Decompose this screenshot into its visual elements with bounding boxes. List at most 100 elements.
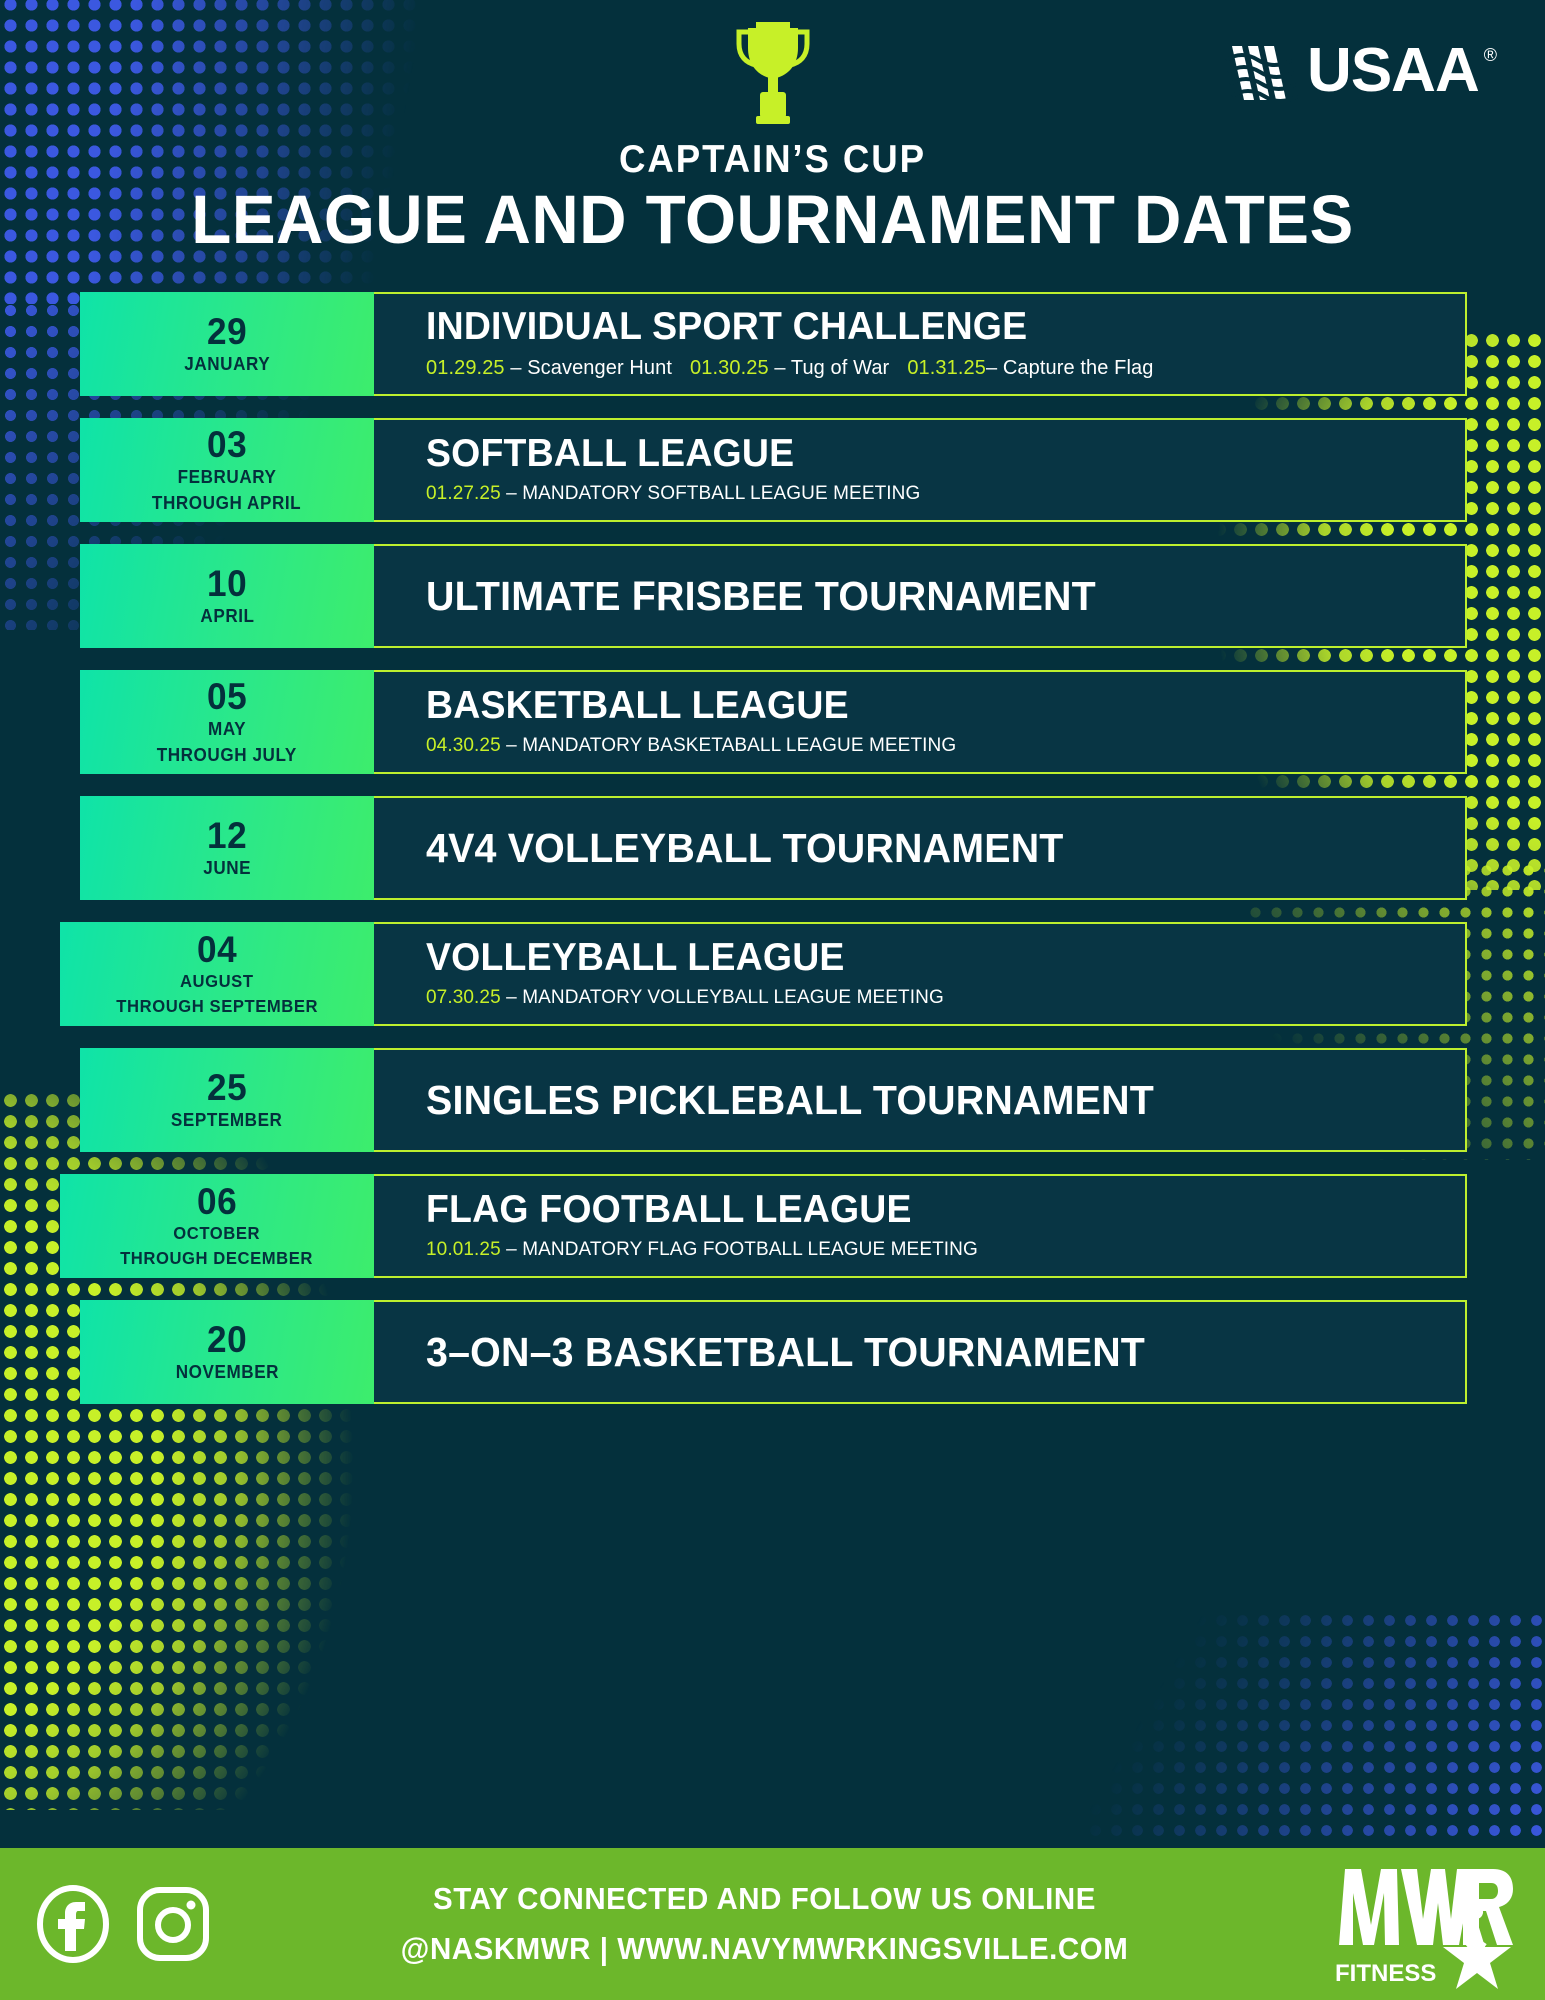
event-month: THROUGH APRIL	[152, 492, 302, 513]
usaa-sponsor-logo: USAA ®	[1224, 36, 1497, 105]
event-month: THROUGH SEPTEMBER	[116, 995, 318, 1016]
footer-line-1: STAY CONNECTED AND FOLLOW US ONLINE	[433, 1881, 1096, 1916]
event-sub-separator: –	[500, 987, 523, 1009]
usaa-logo-icon	[1224, 46, 1300, 103]
usaa-registered-mark: ®	[1483, 45, 1497, 65]
event-subtitle: 01.29.25 – Scavenger Hunt 01.30.25 – Tug …	[426, 355, 1447, 382]
svg-text:FITNESS: FITNESS	[1335, 1960, 1436, 1987]
event-sub-segment: 01.29.25 – Scavenger Hunt	[426, 357, 672, 379]
event-row: 29 JANUARY INDIVIDUAL SPORT CHALLENGE 01.29…	[0, 292, 1545, 397]
event-sub-segment: 01.30.25 – Tug of War	[690, 357, 889, 379]
poster-kicker: CAPTAIN’S CUP	[619, 138, 926, 181]
event-sub-date: 04.30.25	[426, 735, 501, 757]
event-title: VOLLEYBALL LEAGUE	[426, 935, 845, 979]
event-month: THROUGH DECEMBER	[120, 1247, 314, 1268]
event-month: APRIL	[199, 606, 255, 627]
event-title: 3–ON–3 BASKETBALL TOURNAMENT	[426, 1329, 1146, 1376]
event-detail-box: 4V4 VOLLEYBALL TOURNAMENT	[374, 796, 1467, 901]
poster-footer: STAY CONNECTED AND FOLLOW US ONLINE @NAS…	[0, 1848, 1545, 2000]
event-subtitle: 04.30.25 – MANDATORY BASKETABALL LEAGUE …	[426, 733, 1447, 759]
event-month: NOVEMBER	[175, 1362, 279, 1383]
instagram-icon[interactable]	[134, 1885, 212, 1963]
event-date-box: 10 APRIL	[80, 544, 374, 649]
social-links	[34, 1885, 212, 1963]
event-row: 25 SEPTEMBER SINGLES PICKLEBALL TOURNAMENT	[0, 1048, 1545, 1153]
event-sub-date: 10.01.25	[426, 1239, 501, 1261]
event-date-box: 20 NOVEMBER	[80, 1300, 374, 1405]
event-month: SEPTEMBER	[171, 1110, 283, 1131]
event-date-box: 25 SEPTEMBER	[80, 1048, 374, 1153]
event-day: 20	[206, 1319, 248, 1361]
event-row: 04 AUGUST THROUGH SEPTEMBER VOLLEYBALL LEAG…	[0, 922, 1545, 1027]
event-sub-date: 07.30.25	[426, 987, 501, 1009]
footer-line-2: @NASKMWR | WWW.NAVYMWRKINGSVILLE.COM	[400, 1931, 1129, 1966]
event-detail-box: ULTIMATE FRISBEE TOURNAMENT	[374, 544, 1467, 649]
page-title: LEAGUE AND TOURNAMENT DATES	[191, 181, 1354, 258]
event-day: 29	[206, 311, 248, 353]
event-sub-separator: –	[500, 1239, 523, 1261]
event-date-box: 06 OCTOBER THROUGH DECEMBER	[60, 1174, 374, 1279]
event-day: 10	[206, 563, 248, 605]
event-row: 06 OCTOBER THROUGH DECEMBER FLAG FOOTBALL L…	[0, 1174, 1545, 1279]
event-sub-separator: –	[500, 735, 523, 757]
event-sub-label: MANDATORY SOFTBALL LEAGUE MEETING	[522, 483, 921, 505]
event-month: OCTOBER	[173, 1223, 261, 1244]
event-sub-separator: –	[504, 356, 528, 379]
event-sub-label: MANDATORY BASKETABALL LEAGUE MEETING	[522, 735, 957, 757]
event-month: JANUARY	[183, 354, 271, 375]
event-day: 12	[206, 815, 248, 857]
event-sub-separator: –	[985, 356, 1003, 379]
event-sub-segment: 01.31.25– Capture the Flag	[907, 357, 1153, 379]
event-day: 03	[206, 424, 248, 466]
event-title: 4V4 VOLLEYBALL TOURNAMENT	[426, 825, 1064, 872]
event-sub-date: 01.31.25	[907, 356, 986, 379]
event-detail-box: INDIVIDUAL SPORT CHALLENGE 01.29.25 – Sca…	[374, 292, 1467, 397]
event-title: ULTIMATE FRISBEE TOURNAMENT	[426, 573, 1096, 620]
event-subtitle: 10.01.25 – MANDATORY FLAG FOOTBALL LEAGU…	[426, 1237, 1447, 1263]
usaa-wordmark: USAA	[1307, 36, 1480, 105]
event-sub-separator: –	[500, 483, 523, 505]
mwr-fitness-logo-icon: FITNESS	[1335, 1869, 1513, 1989]
event-title: FLAG FOOTBALL LEAGUE	[426, 1187, 912, 1231]
event-sub-date: 01.27.25	[426, 483, 501, 505]
event-row: 20 NOVEMBER 3–ON–3 BASKETBALL TOURNAMENT	[0, 1300, 1545, 1405]
trophy-icon	[736, 22, 809, 124]
event-detail-box: VOLLEYBALL LEAGUE 07.30.25 – MANDATORY VO…	[374, 922, 1467, 1027]
event-detail-box: FLAG FOOTBALL LEAGUE 10.01.25 – MANDATORY…	[374, 1174, 1467, 1279]
event-month: JUNE	[203, 858, 251, 879]
footer-message: STAY CONNECTED AND FOLLOW US ONLINE @NAS…	[202, 1881, 1327, 1967]
event-detail-box: SINGLES PICKLEBALL TOURNAMENT	[374, 1048, 1467, 1153]
event-month: MAY	[207, 719, 247, 740]
event-sub-label: Tug of War	[790, 356, 890, 379]
event-subtitle: 01.27.25 – MANDATORY SOFTBALL LEAGUE MEE…	[426, 481, 1447, 507]
event-date-box: 04 AUGUST THROUGH SEPTEMBER	[60, 922, 374, 1027]
event-date-box: 05 MAY THROUGH JULY	[80, 670, 374, 775]
facebook-icon[interactable]	[34, 1885, 112, 1963]
event-title: SOFTBALL LEAGUE	[426, 431, 795, 475]
event-day: 25	[206, 1067, 248, 1109]
event-day: 04	[196, 929, 238, 971]
event-sub-date: 01.29.25	[426, 356, 505, 379]
event-subtitle: 07.30.25 – MANDATORY VOLLEYBALL LEAGUE M…	[426, 985, 1447, 1011]
event-title: SINGLES PICKLEBALL TOURNAMENT	[426, 1077, 1154, 1124]
event-month: THROUGH JULY	[156, 744, 298, 765]
event-date-box: 29 JANUARY	[80, 292, 374, 397]
event-sub-label: Capture the Flag	[1002, 356, 1154, 379]
event-row: 10 APRIL ULTIMATE FRISBEE TOURNAMENT	[0, 544, 1545, 649]
event-row: 05 MAY THROUGH JULY BASKETBALL LEAGUE 04.30.…	[0, 670, 1545, 775]
event-month: FEBRUARY	[177, 467, 277, 488]
event-sub-date: 01.30.25	[690, 356, 769, 379]
event-sub-label: MANDATORY FLAG FOOTBALL LEAGUE MEETING	[522, 1239, 978, 1261]
event-date-box: 03 FEBRUARY THROUGH APRIL	[80, 418, 374, 523]
poster-header: USAA ® CAPTAIN’S CUP LEAGUE AND TOURNAME…	[0, 0, 1545, 256]
event-title: BASKETBALL LEAGUE	[426, 683, 849, 727]
event-list: 29 JANUARY INDIVIDUAL SPORT CHALLENGE 01.29…	[0, 292, 1545, 1405]
dot-pattern-blue-bottom-right	[1085, 1610, 1545, 1840]
event-date-box: 12 JUNE	[80, 796, 374, 901]
event-month: AUGUST	[180, 971, 254, 992]
event-detail-box: BASKETBALL LEAGUE 04.30.25 – MANDATORY BA…	[374, 670, 1467, 775]
event-sub-label: MANDATORY VOLLEYBALL LEAGUE MEETING	[522, 987, 944, 1009]
event-sub-separator: –	[768, 356, 791, 379]
event-row: 03 FEBRUARY THROUGH APRIL SOFTBALL LEAGUE 01…	[0, 418, 1545, 523]
